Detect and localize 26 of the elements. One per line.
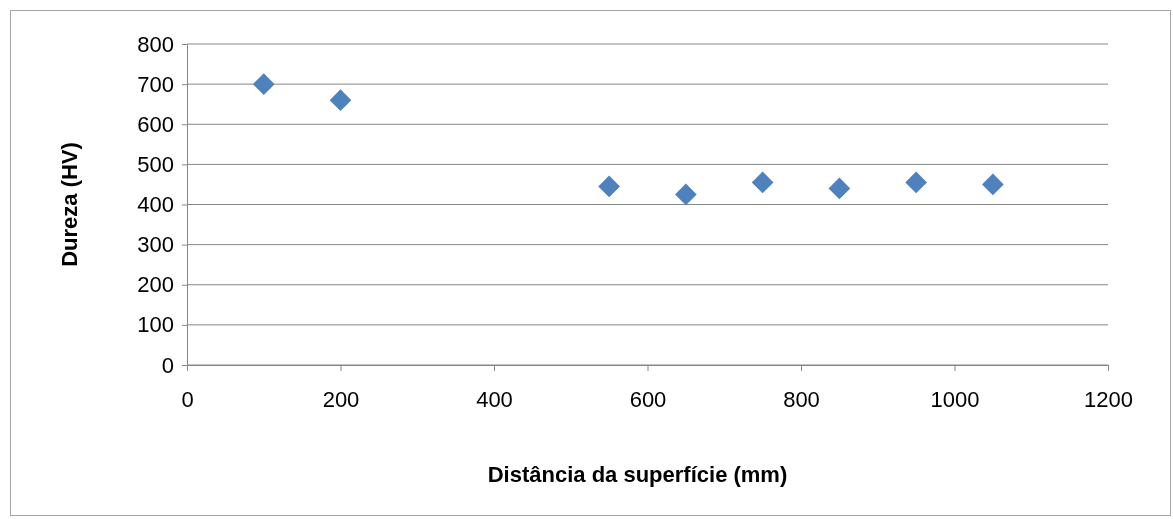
x-tick-label: 200 bbox=[322, 386, 360, 412]
point bbox=[329, 89, 352, 112]
y-tick-label: 100 bbox=[137, 312, 174, 338]
point bbox=[982, 173, 1004, 196]
y-tick-label: 700 bbox=[137, 71, 174, 97]
y-tick-label: 300 bbox=[137, 232, 174, 258]
x-tick-label: 1000 bbox=[930, 386, 980, 412]
x-tick-label: 400 bbox=[476, 386, 513, 412]
y-tick-label: 200 bbox=[137, 272, 174, 298]
x-tick-label: 0 bbox=[181, 386, 194, 412]
x-tick-label: 600 bbox=[629, 386, 667, 412]
y-tick-label: 0 bbox=[161, 352, 174, 378]
y-axis-title: Dureza (HV) bbox=[57, 142, 82, 267]
point bbox=[828, 177, 851, 200]
y-tick-label: 500 bbox=[137, 151, 174, 177]
point bbox=[252, 73, 275, 95]
y-tick-label: 800 bbox=[137, 31, 174, 57]
point bbox=[598, 175, 620, 198]
point bbox=[675, 183, 697, 206]
x-axis-title: Distância da superfície (mm) bbox=[487, 462, 788, 487]
x-tick-label: 1200 bbox=[1084, 386, 1133, 412]
y-tick-label: 400 bbox=[137, 192, 174, 218]
x-tick-label: 800 bbox=[783, 386, 820, 412]
point bbox=[905, 171, 927, 194]
point bbox=[751, 171, 774, 194]
y-tick-label: 600 bbox=[137, 111, 174, 137]
